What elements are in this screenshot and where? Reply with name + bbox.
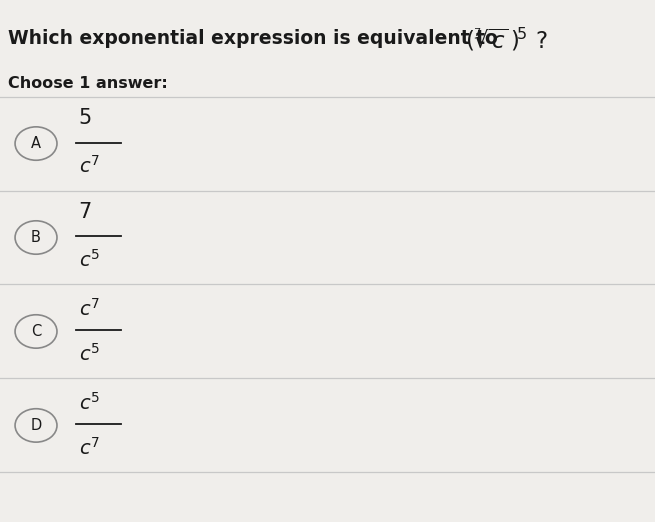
Text: $\left(\sqrt[7]{c}\,\right)^{\!5}$ $?$: $\left(\sqrt[7]{c}\,\right)^{\!5}$ $?$: [465, 26, 548, 53]
Text: C: C: [31, 324, 41, 339]
Text: $c^{5}$: $c^{5}$: [79, 249, 100, 271]
Text: $c^{7}$: $c^{7}$: [79, 298, 100, 320]
Text: Which exponential expression is equivalent to: Which exponential expression is equivale…: [8, 29, 498, 48]
Text: B: B: [31, 230, 41, 245]
Text: $c^{5}$: $c^{5}$: [79, 392, 100, 414]
Text: D: D: [30, 418, 42, 433]
Text: $c^{7}$: $c^{7}$: [79, 155, 100, 177]
Text: A: A: [31, 136, 41, 151]
Text: $c^{5}$: $c^{5}$: [79, 343, 100, 365]
Text: $c^{7}$: $c^{7}$: [79, 437, 100, 459]
Text: Choose 1 answer:: Choose 1 answer:: [8, 76, 168, 91]
Text: 5: 5: [79, 109, 92, 128]
Text: 7: 7: [79, 203, 92, 222]
